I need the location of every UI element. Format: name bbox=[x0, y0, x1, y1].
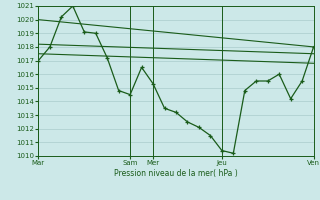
X-axis label: Pression niveau de la mer( hPa ): Pression niveau de la mer( hPa ) bbox=[114, 169, 238, 178]
